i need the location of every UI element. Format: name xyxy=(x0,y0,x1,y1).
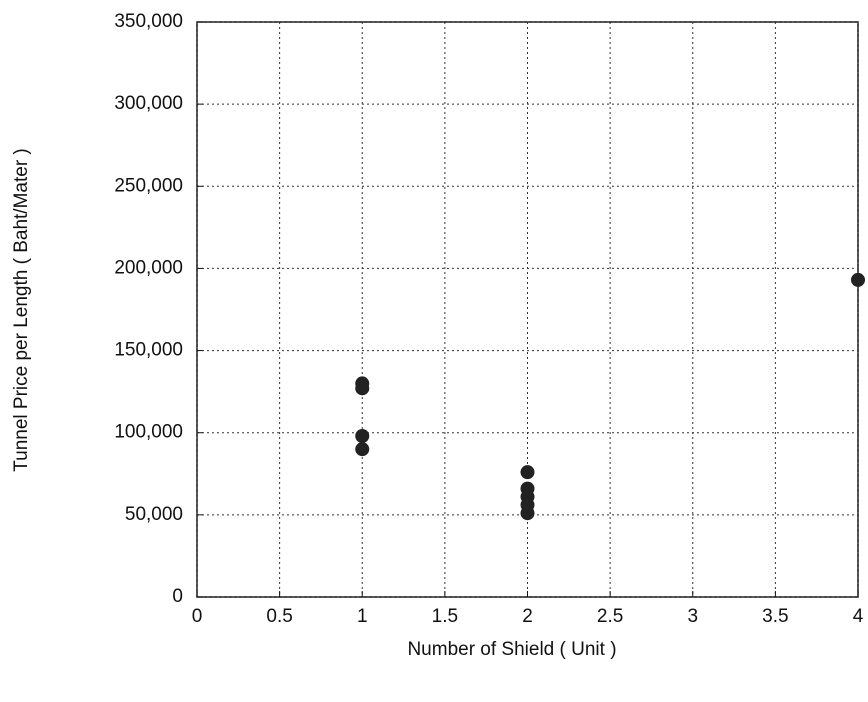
x-tick-label: 3.5 xyxy=(762,606,788,627)
x-tick-label: 0.5 xyxy=(266,606,292,627)
x-tick-label: 3 xyxy=(687,606,698,627)
x-tick-label: 1.5 xyxy=(432,606,458,627)
point xyxy=(521,465,535,479)
y-tick-label: 50,000 xyxy=(125,504,183,525)
y-tick-label: 350,000 xyxy=(114,11,183,32)
x-tick-label: 1 xyxy=(357,606,368,627)
point xyxy=(355,442,369,456)
point xyxy=(355,381,369,395)
x-axis-label: Number of Shield ( Unit ) xyxy=(407,639,616,660)
y-tick-label: 100,000 xyxy=(114,422,183,443)
y-axis-label: Tunnel Price per Length ( Baht/Mater ) xyxy=(11,148,32,472)
x-tick-label: 4 xyxy=(853,606,864,627)
x-tick-label: 2.5 xyxy=(597,606,623,627)
y-tick-label: 200,000 xyxy=(114,257,183,278)
x-tick-label: 0 xyxy=(192,606,203,627)
x-tick-label: 2 xyxy=(522,606,533,627)
y-tick-label: 150,000 xyxy=(114,340,183,361)
point xyxy=(521,506,535,520)
y-tick-label: 0 xyxy=(172,586,183,607)
point xyxy=(355,429,369,443)
chart: Number of Shield ( Unit ) Tunnel Price p… xyxy=(0,0,868,702)
y-tick-label: 300,000 xyxy=(114,93,183,114)
y-tick-label: 250,000 xyxy=(114,175,183,196)
point xyxy=(851,273,865,287)
